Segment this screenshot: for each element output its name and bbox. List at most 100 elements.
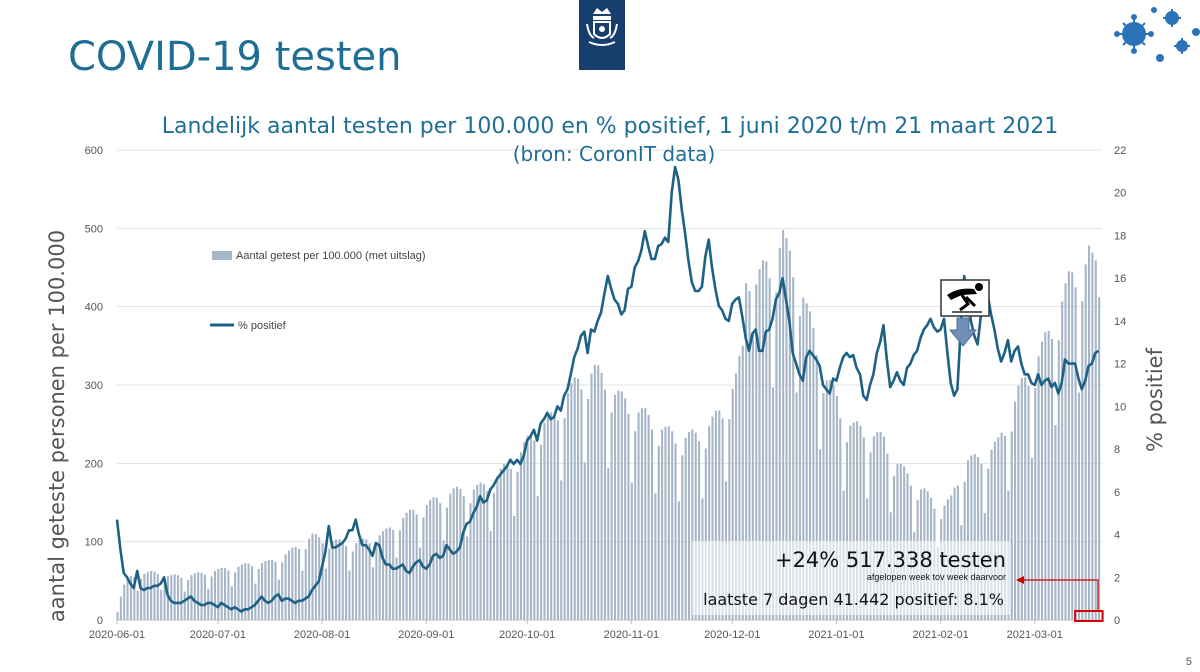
- y-right-tick-label: 14: [1114, 316, 1126, 328]
- bar: [230, 586, 233, 620]
- bar: [402, 517, 405, 620]
- bar: [738, 355, 741, 620]
- bar: [456, 486, 459, 620]
- x-tick-label: 2021-03-01: [1007, 629, 1063, 641]
- last-week-highlight-box: [1074, 610, 1104, 622]
- bar: [348, 570, 351, 620]
- bar: [334, 539, 338, 620]
- bar: [792, 277, 795, 620]
- x-tick-label: 2020-06-01: [89, 629, 145, 641]
- bar: [1091, 252, 1094, 620]
- bar: [267, 560, 270, 620]
- bar: [469, 503, 472, 620]
- bar: [1034, 388, 1037, 620]
- bar: [577, 378, 580, 620]
- bar: [200, 572, 203, 620]
- legend-bar-swatch: [212, 251, 232, 260]
- bar: [1044, 332, 1047, 620]
- slide-number: 5: [1185, 656, 1192, 668]
- bar: [839, 418, 842, 620]
- bar: [684, 437, 687, 620]
- bar: [583, 462, 586, 620]
- bar: [1047, 330, 1050, 620]
- bar: [970, 455, 973, 620]
- bar: [257, 568, 260, 620]
- bar: [748, 291, 751, 620]
- bar: [392, 530, 395, 620]
- bar: [785, 238, 788, 621]
- x-tick-label: 2020-10-01: [499, 629, 555, 641]
- y-axis-right-label: % positief: [1143, 347, 1167, 452]
- bar: [486, 491, 489, 620]
- bar: [1024, 376, 1027, 620]
- y-right-tick-label: 18: [1114, 230, 1126, 242]
- bar: [1037, 356, 1040, 620]
- y-left-tick-label: 200: [85, 458, 103, 470]
- bar: [365, 539, 368, 620]
- bar: [217, 569, 220, 620]
- bar: [156, 573, 159, 620]
- bar: [977, 457, 980, 620]
- y-left-tick-label: 300: [85, 380, 103, 392]
- bar: [126, 579, 129, 620]
- bar: [146, 571, 149, 620]
- bar: [681, 455, 684, 620]
- bar: [630, 482, 633, 620]
- y-right-tick-label: 10: [1114, 401, 1126, 413]
- bar: [637, 412, 640, 620]
- bar: [341, 541, 344, 620]
- bar: [160, 589, 163, 620]
- bar: [550, 412, 553, 620]
- bar: [1014, 401, 1017, 620]
- bar: [761, 260, 764, 620]
- arrow-left-icon: [1016, 576, 1024, 584]
- bar: [966, 460, 970, 620]
- bar: [143, 573, 146, 620]
- bar: [627, 413, 630, 620]
- x-tick-label: 2020-12-01: [704, 629, 760, 641]
- y-left-tick-label: 600: [85, 145, 103, 157]
- bar: [207, 589, 210, 620]
- bar: [277, 579, 280, 620]
- bar: [778, 247, 781, 621]
- bar: [657, 445, 660, 620]
- bar: [187, 579, 190, 620]
- rijksoverheid-logo: [579, 0, 625, 70]
- slide-title: COVID-19 testen: [68, 34, 402, 80]
- bar: [755, 284, 758, 620]
- bar: [997, 437, 1000, 620]
- bar: [812, 328, 815, 620]
- bar: [176, 575, 180, 620]
- bar: [123, 584, 126, 620]
- bar: [859, 425, 862, 620]
- bar: [240, 564, 243, 620]
- bar: [1081, 301, 1084, 620]
- positive-rate-line: [115, 165, 1100, 613]
- bar: [566, 393, 570, 620]
- bar: [355, 543, 358, 620]
- bar: [879, 431, 882, 620]
- bar: [1030, 458, 1033, 620]
- bar: [704, 448, 707, 620]
- bar: [1017, 385, 1020, 620]
- bar: [311, 533, 314, 620]
- bar: [1051, 339, 1054, 620]
- bar: [503, 463, 506, 620]
- bar: [405, 512, 408, 620]
- bar: [597, 365, 600, 620]
- x-tick-label: 2021-02-01: [912, 629, 968, 641]
- legend-bar-label: Aantal getest per 100.000 (met uitslag): [236, 250, 426, 262]
- bar: [714, 410, 717, 620]
- bar: [247, 563, 250, 620]
- bar: [614, 394, 617, 620]
- bar: [304, 549, 307, 620]
- bar: [281, 562, 284, 620]
- bar: [264, 561, 267, 620]
- bar: [654, 493, 657, 620]
- bar: [324, 568, 327, 620]
- bar: [479, 482, 482, 620]
- bar: [331, 541, 334, 620]
- bar: [546, 414, 549, 621]
- bar: [139, 578, 143, 620]
